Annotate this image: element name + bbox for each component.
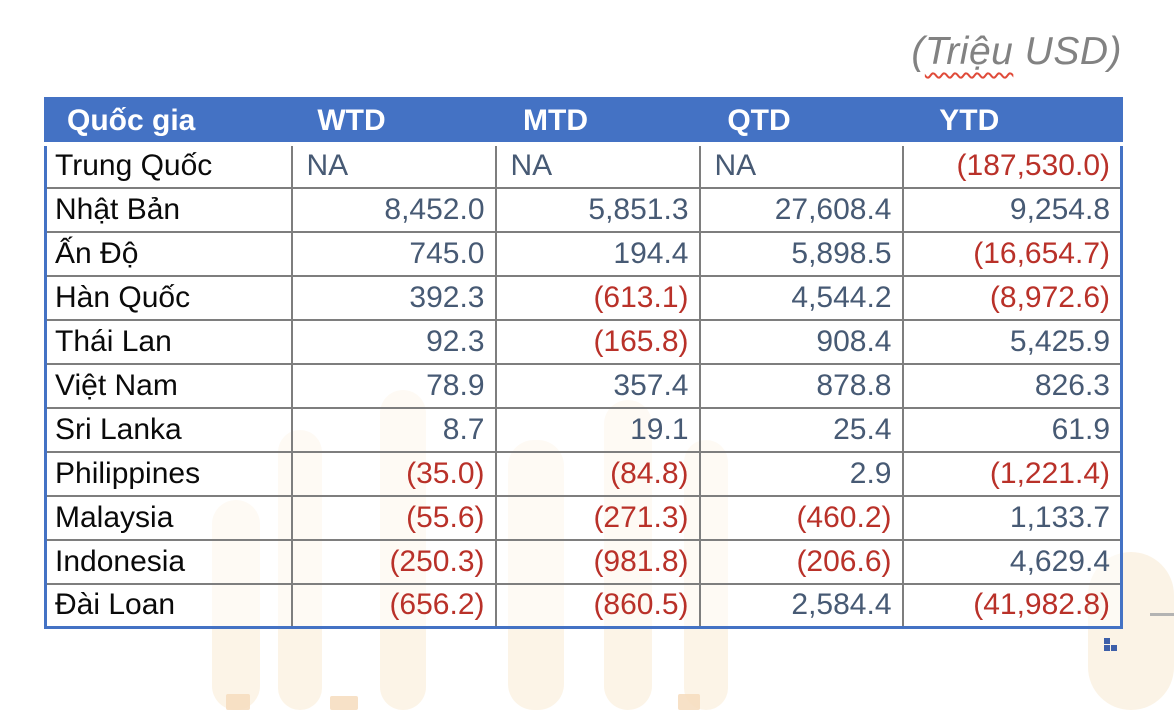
country-cell: Hàn Quốc xyxy=(44,274,293,321)
country-cell: Sri Lanka xyxy=(44,406,293,453)
unit-caption-open: ( xyxy=(911,30,925,73)
table-row: Ấn Độ 745.0 194.4 5,898.5 (16,654.7) xyxy=(44,230,1123,277)
stray-gridline xyxy=(1150,613,1174,616)
country-cell: Việt Nam xyxy=(44,362,293,409)
value-cell: (55.6) xyxy=(290,494,497,541)
value-cell: (656.2) xyxy=(290,582,497,629)
value-cell: 27,608.4 xyxy=(698,186,904,233)
value-cell: 5,851.3 xyxy=(494,186,701,233)
country-cell: Nhật Bản xyxy=(44,186,293,233)
value-cell: (41,982.8) xyxy=(901,582,1123,629)
watermark-square xyxy=(330,696,358,710)
watermark-square xyxy=(678,694,700,710)
table-row: Philippines (35.0) (84.8) 2.9 (1,221.4) xyxy=(44,450,1123,497)
value-cell: (165.8) xyxy=(494,318,701,365)
value-cell: (1,221.4) xyxy=(901,450,1123,497)
value-cell: 61.9 xyxy=(901,406,1123,453)
watermark-square xyxy=(226,694,250,710)
table-row: Sri Lanka 8.7 19.1 25.4 61.9 xyxy=(44,406,1123,453)
value-cell: (8,972.6) xyxy=(901,274,1123,321)
country-cell: Thái Lan xyxy=(44,318,293,365)
value-cell: 194.4 xyxy=(494,230,701,277)
column-header-ytd: YTD xyxy=(902,98,1122,146)
value-cell: 357.4 xyxy=(494,362,701,409)
table-resize-handle[interactable] xyxy=(1104,645,1110,651)
value-cell: NA xyxy=(494,142,701,189)
value-cell: (84.8) xyxy=(494,450,701,497)
value-cell: (460.2) xyxy=(698,494,904,541)
value-cell: (35.0) xyxy=(290,450,497,497)
table-body: Trung Quốc NA NA NA (187,530.0) Nhật Bản… xyxy=(44,142,1123,629)
value-cell: 5,898.5 xyxy=(698,230,904,277)
country-cell: Malaysia xyxy=(44,494,293,541)
value-cell: 4,629.4 xyxy=(901,538,1123,585)
table-row: Indonesia (250.3) (981.8) (206.6) 4,629.… xyxy=(44,538,1123,585)
value-cell: 2.9 xyxy=(698,450,904,497)
value-cell: NA xyxy=(290,142,497,189)
value-cell: 92.3 xyxy=(290,318,497,365)
table-row: Nhật Bản 8,452.0 5,851.3 27,608.4 9,254.… xyxy=(44,186,1123,233)
unit-caption-close: USD) xyxy=(1013,30,1122,73)
value-cell: 78.9 xyxy=(290,362,497,409)
value-cell: 4,544.2 xyxy=(698,274,904,321)
table-row: Trung Quốc NA NA NA (187,530.0) xyxy=(44,142,1123,189)
country-cell: Đài Loan xyxy=(44,582,293,629)
country-cell: Trung Quốc xyxy=(44,142,293,189)
column-header-country: Quốc gia xyxy=(45,98,292,146)
value-cell: 745.0 xyxy=(290,230,497,277)
country-cell: Ấn Độ xyxy=(44,230,293,277)
value-cell: (271.3) xyxy=(494,494,701,541)
country-cell: Indonesia xyxy=(44,538,293,585)
value-cell: (981.8) xyxy=(494,538,701,585)
value-cell: 25.4 xyxy=(698,406,904,453)
value-cell: 5,425.9 xyxy=(901,318,1123,365)
value-cell: 908.4 xyxy=(698,318,904,365)
value-cell: 9,254.8 xyxy=(901,186,1123,233)
table-resize-handle[interactable] xyxy=(1111,645,1117,651)
value-cell: (860.5) xyxy=(494,582,701,629)
value-cell: 19.1 xyxy=(494,406,701,453)
value-cell: 826.3 xyxy=(901,362,1123,409)
value-cell: (187,530.0) xyxy=(901,142,1123,189)
header-row: Quốc gia WTD MTD QTD YTD xyxy=(45,98,1122,146)
value-cell: 878.8 xyxy=(698,362,904,409)
unit-caption-word: Triệu xyxy=(924,30,1014,73)
value-cell: 8.7 xyxy=(290,406,497,453)
table-row: Việt Nam 78.9 357.4 878.8 826.3 xyxy=(44,362,1123,409)
country-performance-table: Quốc gia WTD MTD QTD YTD Trung Quốc NA N… xyxy=(44,97,1123,629)
country-cell: Philippines xyxy=(44,450,293,497)
value-cell: 2,584.4 xyxy=(698,582,904,629)
value-cell: (206.6) xyxy=(698,538,904,585)
table-resize-handle[interactable] xyxy=(1104,638,1110,644)
column-header-wtd: WTD xyxy=(291,98,496,146)
value-cell: 1,133.7 xyxy=(901,494,1123,541)
column-header-qtd: QTD xyxy=(699,98,903,146)
table-header: Quốc gia WTD MTD QTD YTD xyxy=(45,98,1122,146)
unit-caption: (Triệu USD) xyxy=(911,30,1122,74)
value-cell: 8,452.0 xyxy=(290,186,497,233)
table-row: Đài Loan (656.2) (860.5) 2,584.4 (41,982… xyxy=(44,582,1123,629)
table-row: Hàn Quốc 392.3 (613.1) 4,544.2 (8,972.6) xyxy=(44,274,1123,321)
value-cell: (16,654.7) xyxy=(901,230,1123,277)
value-cell: (613.1) xyxy=(494,274,701,321)
value-cell: (250.3) xyxy=(290,538,497,585)
column-header-mtd: MTD xyxy=(495,98,700,146)
table-row: Thái Lan 92.3 (165.8) 908.4 5,425.9 xyxy=(44,318,1123,365)
value-cell: 392.3 xyxy=(290,274,497,321)
table-row: Malaysia (55.6) (271.3) (460.2) 1,133.7 xyxy=(44,494,1123,541)
value-cell: NA xyxy=(698,142,904,189)
